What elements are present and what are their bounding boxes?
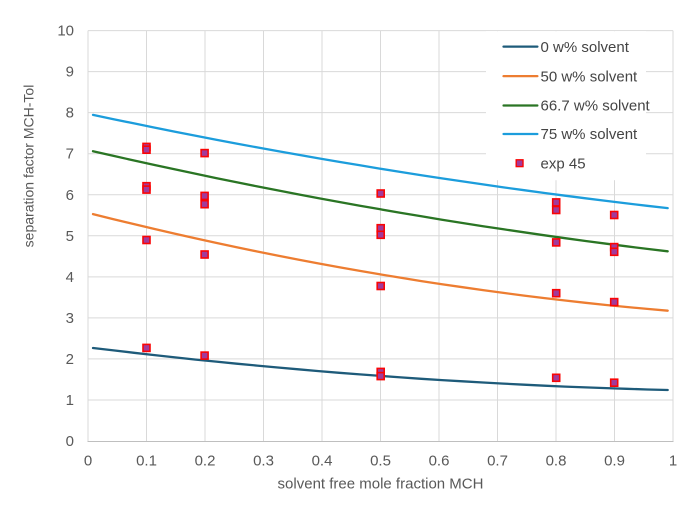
svg-text:1: 1 xyxy=(66,392,74,409)
svg-text:8: 8 xyxy=(66,105,74,122)
svg-text:6: 6 xyxy=(66,187,74,204)
svg-text:0.4: 0.4 xyxy=(312,453,333,470)
svg-text:4: 4 xyxy=(66,269,74,286)
svg-text:9: 9 xyxy=(66,64,74,81)
svg-text:separation factor MCH-Tol: separation factor MCH-Tol xyxy=(21,85,37,248)
svg-text:0.7: 0.7 xyxy=(487,453,508,470)
svg-text:3: 3 xyxy=(66,310,74,327)
svg-text:0.8: 0.8 xyxy=(546,453,567,470)
svg-text:0.2: 0.2 xyxy=(195,453,216,470)
svg-text:0.1: 0.1 xyxy=(136,453,157,470)
svg-text:66.7 w% solvent: 66.7 w% solvent xyxy=(541,98,651,115)
svg-text:2: 2 xyxy=(66,351,74,368)
svg-text:50 w% solvent: 50 w% solvent xyxy=(541,68,639,85)
svg-text:5: 5 xyxy=(66,228,74,245)
svg-text:0.9: 0.9 xyxy=(604,453,625,470)
svg-text:7: 7 xyxy=(66,146,74,163)
svg-text:10: 10 xyxy=(57,23,74,40)
svg-text:0.3: 0.3 xyxy=(253,453,274,470)
svg-text:0.6: 0.6 xyxy=(429,453,450,470)
svg-text:0 w% solvent: 0 w% solvent xyxy=(541,39,630,56)
svg-text:0.5: 0.5 xyxy=(370,453,391,470)
svg-text:0: 0 xyxy=(84,453,92,470)
svg-text:solvent free mole fraction MCH: solvent free mole fraction MCH xyxy=(278,476,484,493)
svg-text:1: 1 xyxy=(669,453,677,470)
svg-text:exp 45: exp 45 xyxy=(541,155,586,172)
svg-text:75 w% solvent: 75 w% solvent xyxy=(541,126,639,143)
svg-text:0: 0 xyxy=(66,433,74,450)
